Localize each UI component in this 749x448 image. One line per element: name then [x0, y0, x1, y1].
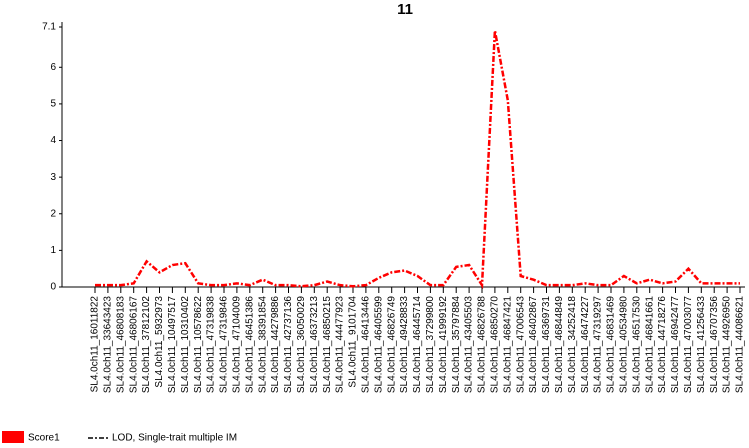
x-tick-label: SL4.0ch11_47003077: [683, 296, 694, 394]
x-tick-label: SL4.0ch11_47006543: [515, 296, 526, 394]
x-tick-label: SL4.0ch11_40534980: [619, 296, 630, 394]
x-tick-label: SL4.0ch11_16011822: [90, 296, 101, 393]
x-tick-label: SL4.0ch11_33643423: [103, 296, 114, 394]
x-tick-label: SL4.0ch11_46942477: [670, 296, 681, 394]
x-tick-label: SL4.0ch11_43405503: [464, 296, 475, 394]
x-tick-label: SL4.0ch11_36050029: [296, 296, 307, 394]
x-tick-label: SL4.0ch11_47104009: [232, 296, 243, 394]
legend-label: Score1: [28, 433, 60, 444]
x-tick-label: SL4.0ch11_37812102: [141, 296, 152, 394]
y-tick-label: 6: [50, 62, 56, 73]
x-tick-label: SL4.0ch11_9101704: [348, 296, 359, 388]
x-tick-label: SL4.0ch11_46707356: [709, 296, 720, 394]
y-tick-label: 5: [50, 99, 56, 110]
x-tick-label: SL4.0ch11_46402867: [528, 296, 539, 394]
x-tick-label: SL4.0ch11_35797884: [451, 296, 462, 394]
x-tick-label: SL4.0ch11_10578622: [193, 296, 204, 394]
x-tick-label: SL4.0ch11_47319297: [593, 296, 604, 394]
x-tick-label: SL4.0ch11_46808183: [115, 296, 126, 394]
x-tick-label: SL4.0ch11_46405599: [373, 296, 384, 394]
x-tick-label: SL4.0ch11_34252418: [567, 296, 578, 394]
x-tick-label: SL4.0ch11_46474227: [580, 296, 591, 394]
y-tick-label: 4: [50, 135, 56, 146]
x-tick-label: SL4.0ch11_44477923: [335, 296, 346, 394]
x-tick-label: SL4.0ch11_46373213: [309, 296, 320, 394]
x-tick-label: SL4.0ch11_46844849: [554, 296, 565, 394]
x-tick-label: SL4.0ch11_49428833: [399, 296, 410, 394]
x-tick-label: SL4.0ch11_46369731: [541, 296, 552, 394]
x-tick-label: SL4.0ch11_46413446: [361, 296, 372, 394]
x-tick-label: SL4.0ch11_44926950: [722, 296, 733, 394]
x-tick-label: SL4.0ch11_10497517: [167, 296, 178, 394]
x-tick-label: SL4.0ch11_44279886: [270, 296, 281, 394]
x-tick-label: SL4.0ch11_41256433: [696, 296, 707, 394]
x-tick-label: SL4.0ch11_47319846: [219, 296, 230, 394]
x-tick-label: SL4.0ch11_41999192: [438, 296, 449, 394]
x-tick-label: SL4.0ch11_46847421: [502, 296, 513, 394]
legend-label: LOD, Single-trait multiple IM: [112, 433, 237, 444]
x-tick-label: SL4.0ch11_44718276: [657, 296, 668, 394]
x-tick-label: SL4.0ch11_47319838: [206, 296, 217, 394]
x-tick-label: SL4.0ch11_46445714: [412, 296, 423, 394]
x-tick-label: SL4.0ch11_42737136: [283, 296, 294, 394]
x-tick-label: SL4.0ch11_10310402: [180, 296, 191, 394]
x-tick-label: SL4.0ch11_46806167: [128, 296, 139, 394]
x-tick-label: SL4.0ch11_46850215: [322, 296, 333, 394]
x-tick-label: SL4.0ch11_46850270: [490, 296, 501, 394]
y-tick-label: 0: [50, 282, 56, 293]
legend-swatch: [2, 431, 24, 443]
x-tick-label: SL4.0ch11_46841661: [644, 296, 655, 394]
x-tick-label: SL4.0ch11_46826749: [386, 296, 397, 394]
chart-title: 11: [397, 1, 413, 18]
x-tick-label: SL4.0ch11_46451386: [244, 296, 255, 394]
y-tick-label: 3: [50, 172, 56, 183]
x-tick-label: SL4.0ch11_44086621: [735, 296, 746, 394]
y-tick-label: 7.1: [42, 22, 56, 33]
x-tick-label: SL4.0ch11_5932973: [154, 296, 165, 388]
score-line: [95, 30, 740, 290]
x-tick-label: SL4.0ch11_46826788: [477, 296, 488, 394]
x-tick-label: SL4.0ch11_37299800: [425, 296, 436, 394]
x-tick-label: SL4.0ch11_46831469: [606, 296, 617, 394]
y-tick-label: 1: [50, 245, 56, 256]
x-tick-label: SL4.0ch11_38391854: [257, 296, 268, 394]
x-tick-label: SL4.0ch11_46517530: [631, 296, 642, 394]
y-tick-label: 2: [50, 208, 56, 219]
